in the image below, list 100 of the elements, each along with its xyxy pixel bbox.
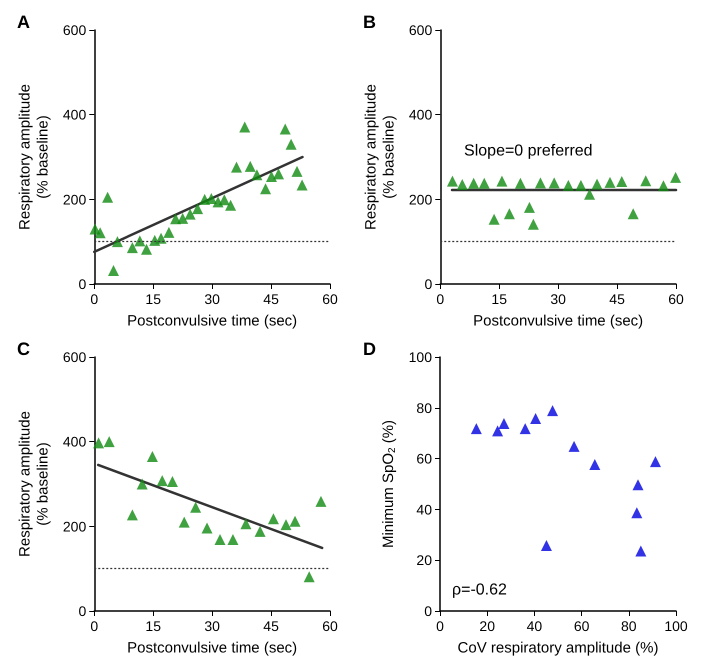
y-tick-label: 400 — [62, 434, 86, 450]
point — [146, 450, 158, 462]
point — [530, 412, 542, 424]
point — [514, 178, 526, 189]
point — [478, 178, 490, 189]
point — [251, 169, 262, 180]
y-tick-label: 60 — [416, 450, 432, 467]
series-label: Slope=0 preferred — [464, 142, 593, 160]
point — [141, 244, 152, 255]
point — [206, 192, 217, 204]
y-tick-label: 600 — [408, 22, 432, 38]
y-axis-title: Respiratory amplitude (% baseline) — [16, 84, 52, 230]
point — [240, 518, 252, 530]
point — [315, 496, 326, 507]
point — [632, 479, 644, 490]
y-tick-label: 200 — [408, 191, 432, 208]
y-tick-label: 0 — [78, 276, 86, 292]
point — [296, 179, 308, 190]
point — [584, 188, 596, 200]
point — [268, 513, 279, 524]
point — [631, 507, 642, 518]
point — [492, 425, 504, 436]
point — [156, 475, 168, 486]
point — [94, 227, 106, 238]
y-tick-label: 80 — [416, 400, 432, 416]
point — [104, 436, 115, 448]
point — [468, 178, 480, 189]
chart-title: C — [17, 339, 30, 359]
x-tick-label: 60 — [668, 291, 684, 307]
chart-title: A — [17, 12, 30, 32]
y-tick-label: 40 — [416, 501, 432, 518]
point — [568, 440, 580, 452]
chart-title: D — [363, 339, 376, 359]
x-tick-label: 0 — [90, 291, 98, 307]
point — [192, 203, 204, 214]
y-tick-label: 600 — [62, 349, 86, 365]
point — [291, 166, 302, 177]
point — [575, 180, 586, 191]
point — [604, 176, 616, 188]
point — [547, 405, 558, 416]
point — [670, 172, 682, 183]
x-tick-label: 60 — [574, 618, 590, 634]
y-tick-label: 400 — [408, 106, 432, 123]
annotation: ρ=-0.62 — [452, 582, 508, 598]
point — [650, 456, 661, 468]
point — [93, 437, 104, 448]
point — [244, 160, 256, 172]
point — [658, 180, 669, 192]
point — [280, 124, 291, 135]
point — [254, 526, 266, 537]
point — [225, 200, 236, 211]
point — [504, 208, 515, 220]
x-tick-label: 30 — [204, 618, 220, 634]
x-tick-label: 60 — [322, 618, 338, 634]
x-tick-label: 0 — [90, 618, 98, 634]
x-tick-label: 45 — [263, 618, 280, 634]
point — [126, 509, 138, 520]
point — [134, 235, 146, 246]
y-axis-title: Respiratory amplitude (% baseline) — [16, 411, 52, 557]
x-tick-label: 80 — [621, 618, 637, 634]
point — [540, 540, 552, 551]
point — [227, 534, 238, 545]
x-tick-label: 30 — [550, 291, 566, 307]
point — [290, 516, 301, 527]
point — [184, 208, 196, 220]
x-tick-label: 40 — [526, 618, 542, 634]
x-axis-title: Postconvulsive time (sec) — [127, 640, 298, 656]
point — [534, 177, 546, 188]
point — [260, 183, 272, 194]
y-tick-label: 0 — [424, 603, 432, 619]
y-tick-label: 0 — [424, 276, 432, 292]
x-tick-label: 15 — [491, 291, 508, 307]
point — [562, 180, 574, 191]
x-tick-label: 45 — [609, 291, 626, 307]
y-tick-label: 0 — [78, 603, 86, 619]
point — [280, 519, 292, 530]
point — [520, 423, 531, 434]
point — [230, 162, 242, 173]
x-axis-title: Postconvulsive time (sec) — [127, 312, 298, 330]
x-axis-title: Postconvulsive time (sec) — [473, 312, 644, 330]
point — [190, 502, 202, 513]
point — [218, 194, 230, 206]
x-tick-label: 15 — [145, 618, 162, 634]
point — [616, 176, 628, 188]
y-tick-label: 200 — [62, 191, 86, 208]
x-axis-title: CoV respiratory amplitude (%) — [458, 640, 658, 656]
x-tick-label: 15 — [145, 291, 162, 307]
x-tick-label: 20 — [479, 618, 496, 634]
point — [239, 121, 250, 132]
point — [498, 418, 510, 430]
point — [286, 138, 297, 150]
point — [488, 214, 500, 225]
point — [592, 178, 603, 190]
y-tick-label: 200 — [62, 518, 86, 534]
point — [446, 176, 458, 187]
y-tick-label: 600 — [62, 22, 86, 38]
y-axis-title: Respiratory amplitude (% baseline) — [362, 84, 398, 230]
x-tick-label: 0 — [436, 618, 444, 634]
point — [528, 218, 539, 230]
point — [548, 177, 560, 188]
